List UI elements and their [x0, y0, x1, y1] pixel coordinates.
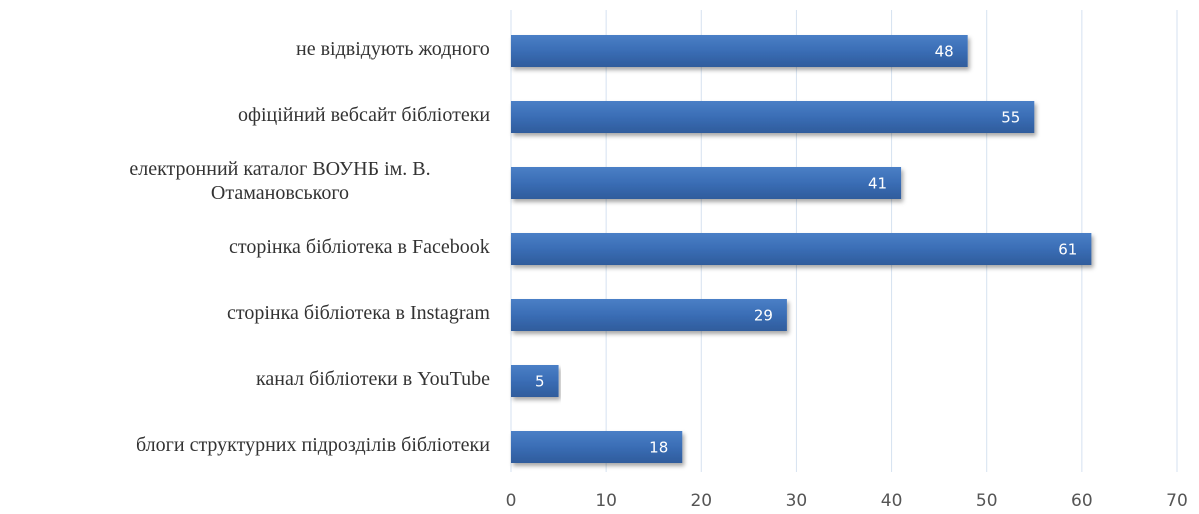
value-label: 41	[868, 175, 887, 193]
y-tick-label: електронний каталог ВОУНБ ім. В. Отамано…	[129, 158, 431, 204]
value-label: 55	[1001, 109, 1020, 127]
value-label: 5	[535, 373, 545, 391]
bar	[511, 167, 902, 199]
x-tick-label: 10	[595, 491, 617, 511]
value-label: 48	[935, 43, 954, 61]
y-tick-label: офіційний вебсайт бібліотеки	[238, 104, 491, 126]
bar	[511, 365, 559, 397]
bar	[511, 101, 1035, 133]
x-tick-label: 60	[1071, 491, 1093, 511]
value-label: 29	[754, 307, 773, 325]
value-label: 18	[649, 439, 668, 457]
x-tick-label: 70	[1166, 491, 1188, 511]
x-tick-label: 20	[690, 491, 712, 511]
bar	[511, 35, 968, 67]
x-tick-label: 40	[881, 491, 903, 511]
x-tick-label: 50	[976, 491, 998, 511]
bar	[511, 299, 787, 331]
x-tick-label: 30	[786, 491, 808, 511]
y-tick-label: канал бібліотеки в YouTube	[256, 368, 491, 390]
x-tick-label: 0	[506, 491, 517, 511]
bar	[511, 233, 1092, 265]
y-tick-label: блоги структурних підрозділів бібліотеки	[136, 434, 490, 456]
y-tick-label: сторінка бібліотека в Facebook	[229, 236, 490, 258]
bar	[511, 431, 683, 463]
y-tick-label: сторінка бібліотека в Instagram	[227, 302, 490, 324]
y-tick-label: не відвідують жодного	[296, 38, 490, 60]
value-label: 61	[1058, 241, 1077, 259]
